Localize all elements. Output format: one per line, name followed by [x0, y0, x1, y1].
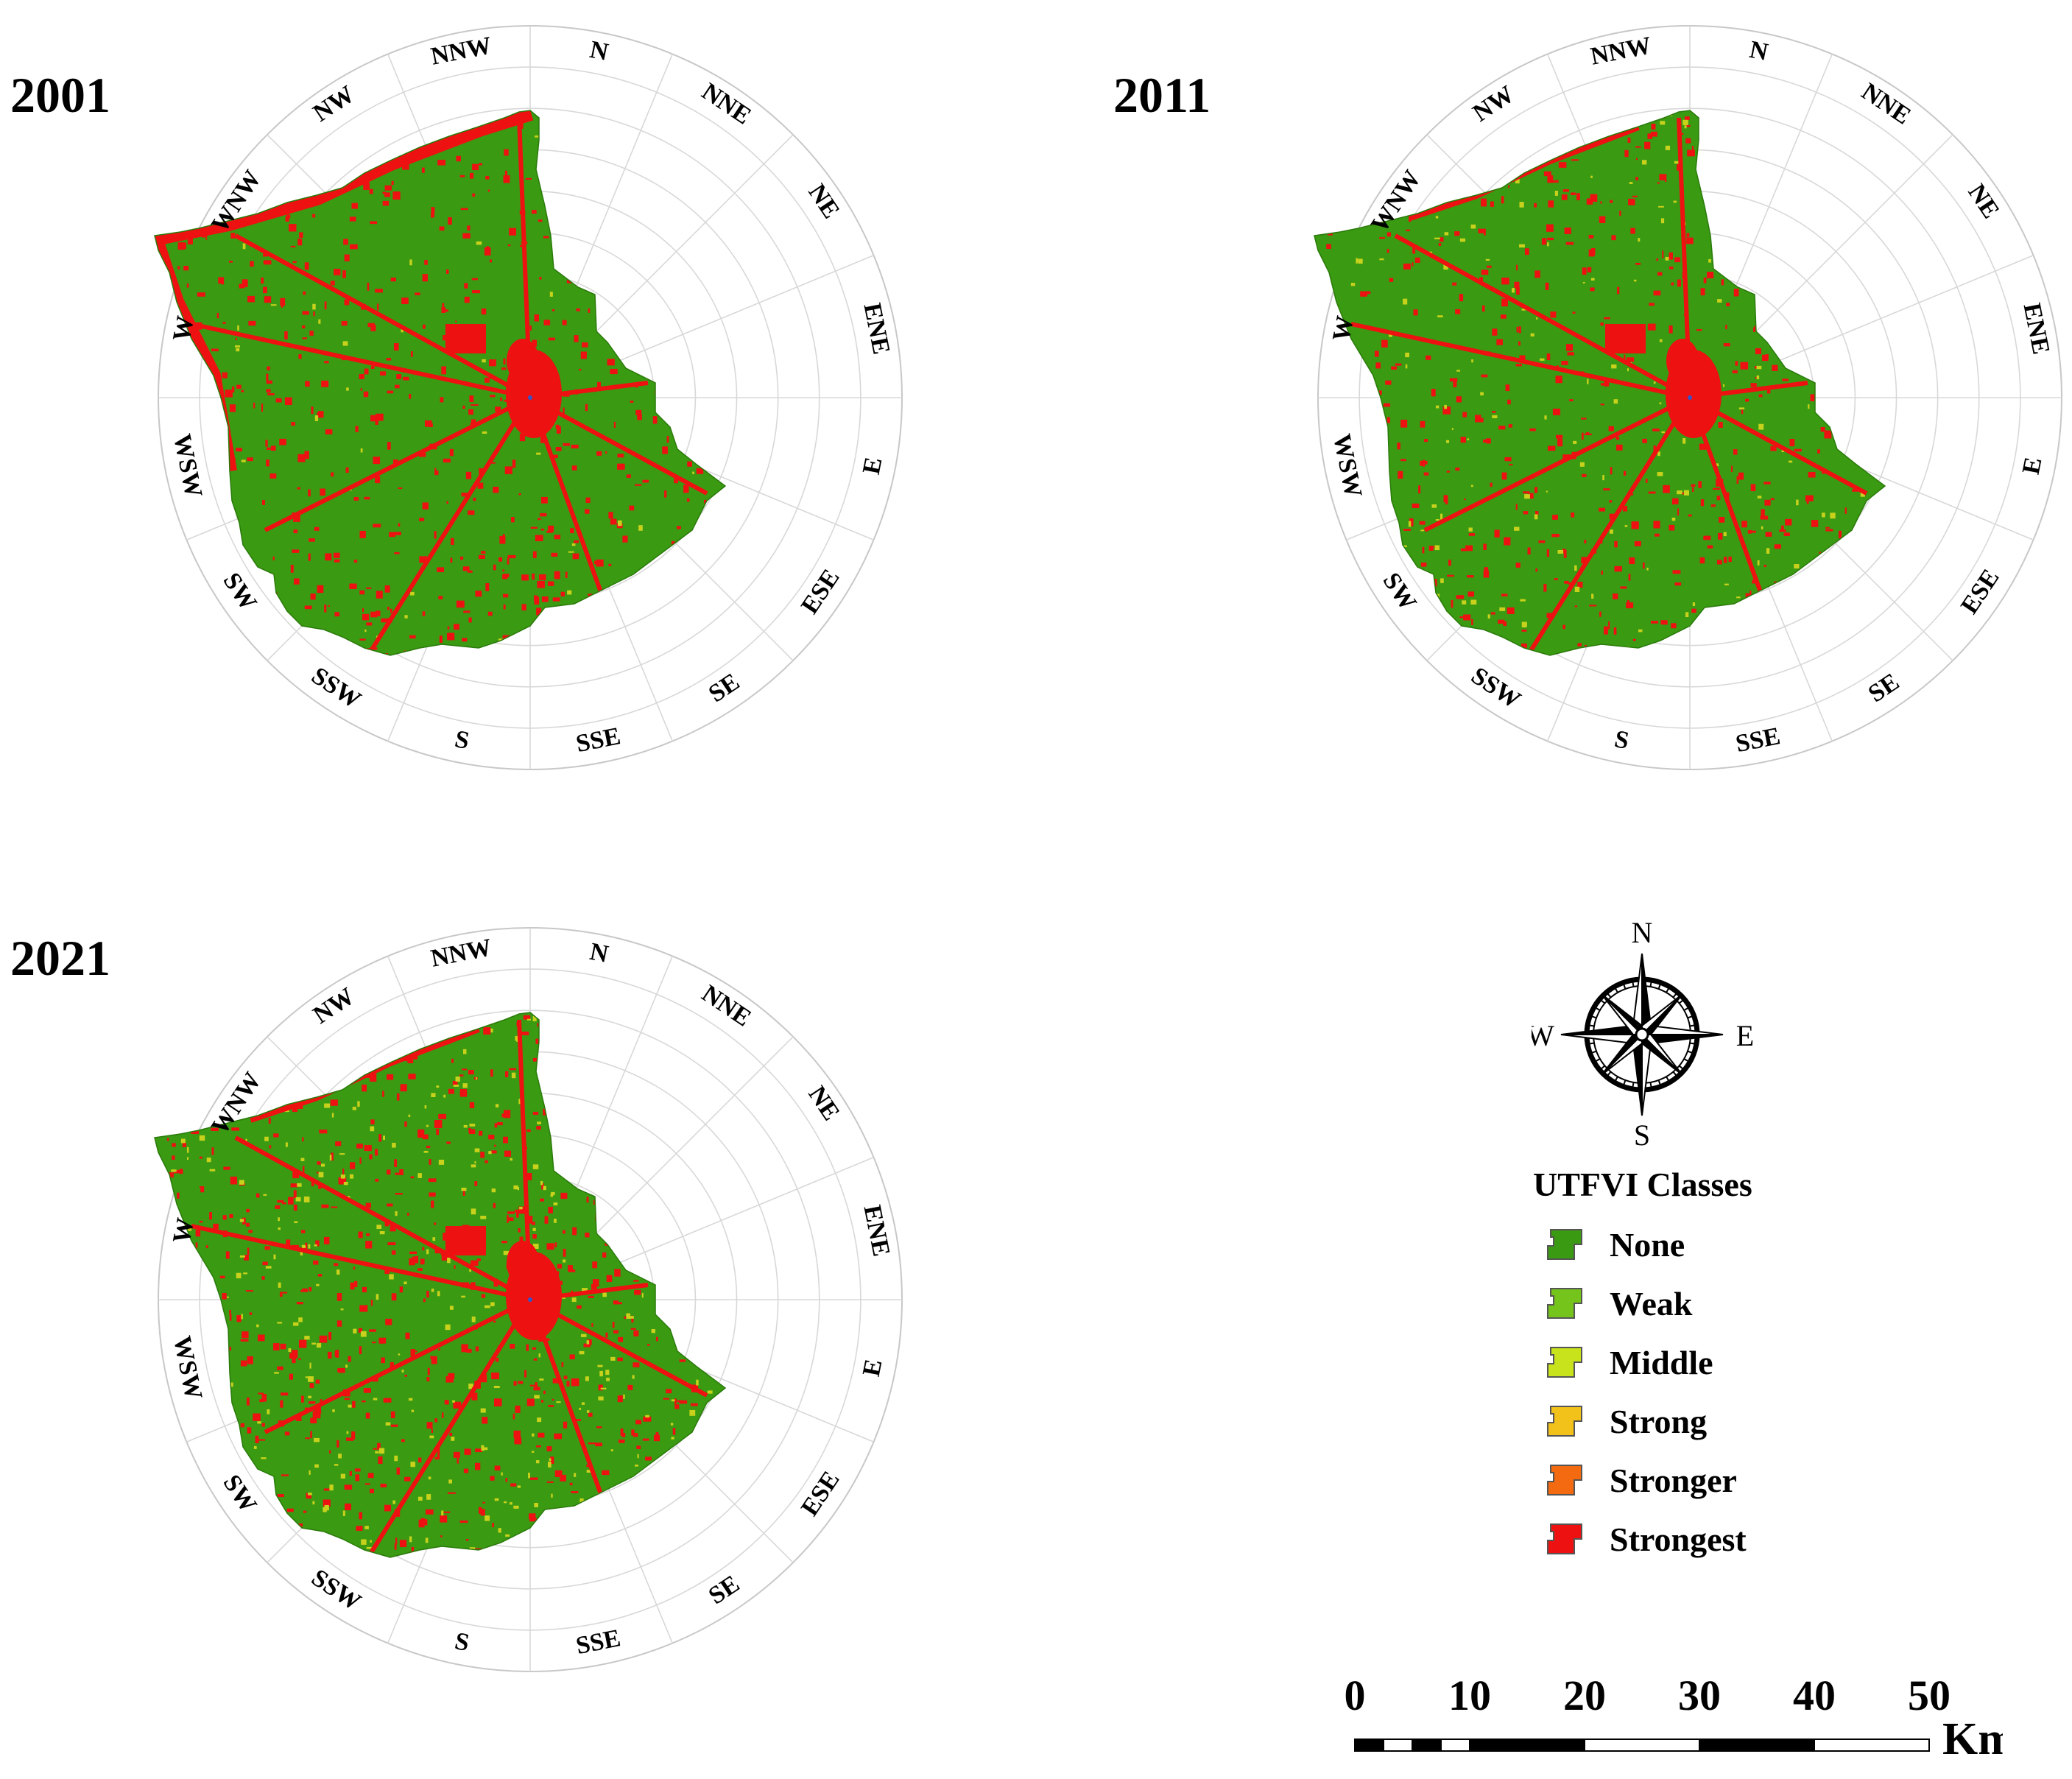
direction-label-ne: NE	[803, 1082, 845, 1126]
legend-title: UTFVI Classes	[1533, 1166, 1752, 1203]
legend-item-none: None	[1545, 1222, 1685, 1267]
legend-item-middle: Middle	[1545, 1340, 1713, 1384]
direction-label-sse: SSE	[574, 722, 623, 758]
legend-label: Stronger	[1610, 1461, 1737, 1499]
legend-item-strong: Strong	[1545, 1399, 1707, 1443]
scale-segment	[1814, 1739, 1930, 1752]
direction-label-s: S	[1613, 725, 1632, 755]
direction-label-ese: ESE	[796, 565, 845, 619]
direction-label-w: W	[168, 314, 200, 344]
direction-label-ne: NE	[1962, 180, 2004, 224]
direction-label-nne: NNE	[697, 980, 755, 1032]
compass-s: S	[1634, 1119, 1650, 1149]
direction-label-se: SE	[704, 668, 744, 708]
direction-label-ene: ENE	[859, 301, 895, 357]
legend-swatch-none	[1547, 1229, 1582, 1260]
direction-label-e: E	[2018, 455, 2048, 476]
direction-label-nw: NW	[309, 982, 359, 1029]
direction-label-ese: ESE	[1956, 565, 2004, 619]
legend-label: Middle	[1610, 1343, 1713, 1381]
compass-rose-icon: N S E W	[1532, 916, 1754, 1149]
direction-label-se: SE	[704, 1570, 744, 1610]
direction-label-ssw: SSW	[306, 662, 365, 714]
scale-segment	[1354, 1739, 1384, 1752]
direction-label-nne: NNE	[1856, 78, 1915, 130]
year-label-2011: 2011	[1113, 67, 1211, 123]
direction-label-e: E	[858, 455, 888, 476]
scale-segment	[1469, 1739, 1585, 1752]
scale-tick-30: 30	[1678, 1671, 1721, 1719]
direction-label-w: W	[168, 1216, 200, 1246]
direction-label-n: N	[1747, 36, 1771, 66]
legend-label: Strong	[1610, 1402, 1708, 1440]
scale-tick-0: 0	[1345, 1671, 1366, 1719]
direction-label-ssw: SSW	[306, 1564, 365, 1616]
compass-w: W	[1532, 1019, 1554, 1052]
direction-label-e: E	[858, 1357, 888, 1378]
scale-bar: 0 10 20 30 40 50 Km	[1345, 1671, 2004, 1764]
direction-label-ene: ENE	[859, 1203, 895, 1259]
legend-swatch-stronger	[1547, 1465, 1582, 1496]
direction-label-n: N	[588, 938, 611, 968]
compass-n: N	[1632, 916, 1653, 949]
scale-segment	[1440, 1739, 1470, 1752]
direction-label-ene: ENE	[2018, 301, 2055, 357]
direction-label-ne: NE	[803, 180, 845, 224]
legend-item-weak: Weak	[1545, 1281, 1692, 1325]
legend-label: Weak	[1610, 1284, 1693, 1322]
direction-label-wsw: WSW	[168, 431, 207, 499]
direction-label-nne: NNE	[697, 78, 755, 130]
legend-item-strongest: Strongest	[1545, 1517, 1747, 1561]
legend-swatch-strongest	[1547, 1523, 1582, 1554]
legend-label: None	[1610, 1225, 1685, 1264]
scale-segment	[1584, 1739, 1700, 1752]
direction-label-s: S	[453, 725, 472, 755]
scale-segment	[1412, 1739, 1442, 1752]
scale-tick-40: 40	[1793, 1671, 1836, 1719]
legend-label: Strongest	[1610, 1520, 1747, 1558]
legend-swatch-weak	[1547, 1288, 1582, 1319]
compass-e: E	[1736, 1019, 1754, 1052]
direction-label-wsw: WSW	[168, 1334, 207, 1401]
year-label-2001: 2001	[10, 67, 110, 123]
direction-label-s: S	[453, 1627, 472, 1657]
direction-label-nw: NW	[309, 80, 359, 127]
direction-label-wsw: WSW	[1328, 431, 1367, 499]
direction-label-ese: ESE	[796, 1467, 845, 1521]
scale-tick-50: 50	[1908, 1671, 1951, 1719]
year-label-2021: 2021	[10, 930, 110, 986]
legend-item-stronger: Stronger	[1545, 1458, 1737, 1502]
scale-segment	[1383, 1739, 1413, 1752]
direction-label-nw: NW	[1468, 80, 1519, 127]
direction-label-w: W	[1328, 314, 1359, 344]
direction-label-sse: SSE	[574, 1624, 623, 1660]
direction-label-sse: SSE	[1733, 722, 1783, 758]
legend-swatch-middle	[1547, 1347, 1582, 1378]
legend-swatch-strong	[1547, 1406, 1582, 1437]
scale-tick-10: 10	[1448, 1671, 1491, 1719]
direction-label-ssw: SSW	[1466, 662, 1525, 714]
scale-segment	[1699, 1739, 1815, 1752]
scale-tick-20: 20	[1563, 1671, 1606, 1719]
direction-label-n: N	[588, 36, 611, 66]
scale-unit: Km	[1942, 1714, 2003, 1764]
direction-label-se: SE	[1864, 668, 1904, 708]
